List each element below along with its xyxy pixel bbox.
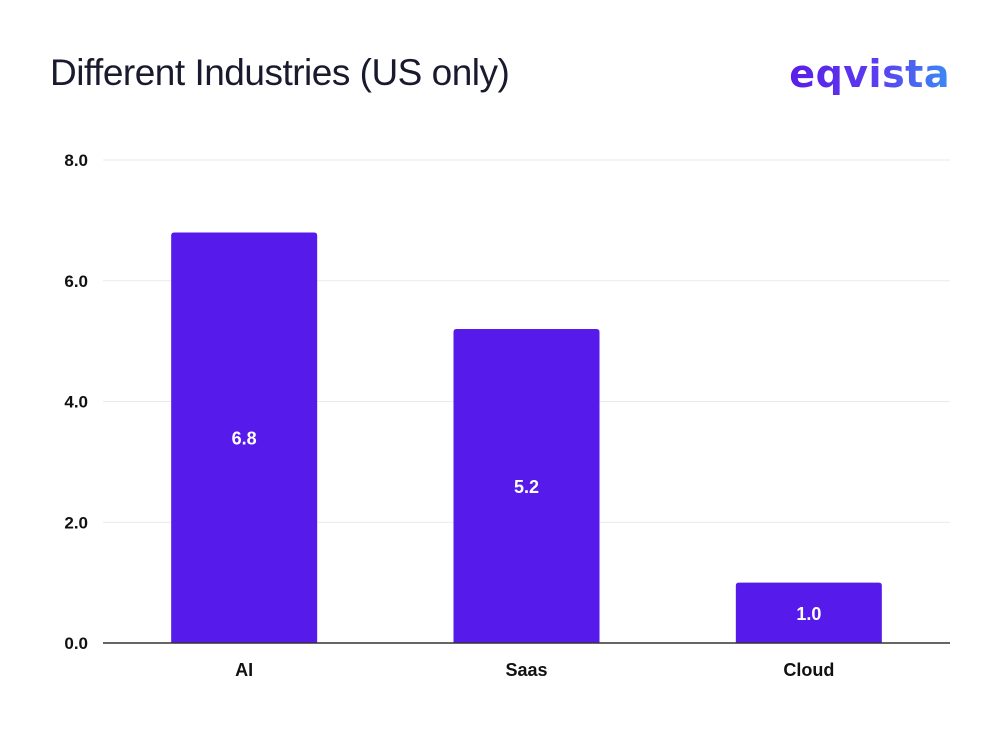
x-axis-categories: AI Saas Cloud xyxy=(235,660,834,680)
y-tick-label: 4.0 xyxy=(64,393,88,412)
eqvista-logo: eqvista xyxy=(789,52,950,96)
y-tick-label: 8.0 xyxy=(64,151,88,170)
data-label: 5.2 xyxy=(514,477,539,497)
y-tick-label: 0.0 xyxy=(64,634,88,653)
x-category-label: Saas xyxy=(505,660,547,680)
x-category-label: AI xyxy=(235,660,253,680)
y-tick-label: 6.0 xyxy=(64,272,88,291)
data-label: 1.0 xyxy=(796,604,821,624)
bar-ai xyxy=(171,232,318,643)
data-label: 6.8 xyxy=(232,429,257,449)
data-labels: 6.8 5.2 1.0 xyxy=(232,429,822,624)
bar-cloud xyxy=(735,582,882,643)
y-axis-ticks: 0.0 2.0 4.0 6.0 8.0 xyxy=(64,151,88,653)
x-category-label: Cloud xyxy=(783,660,834,680)
bars xyxy=(171,232,882,643)
y-tick-label: 2.0 xyxy=(64,513,88,532)
chart-title: Different Industries (US only) xyxy=(50,52,510,93)
bar-saas xyxy=(453,329,600,643)
